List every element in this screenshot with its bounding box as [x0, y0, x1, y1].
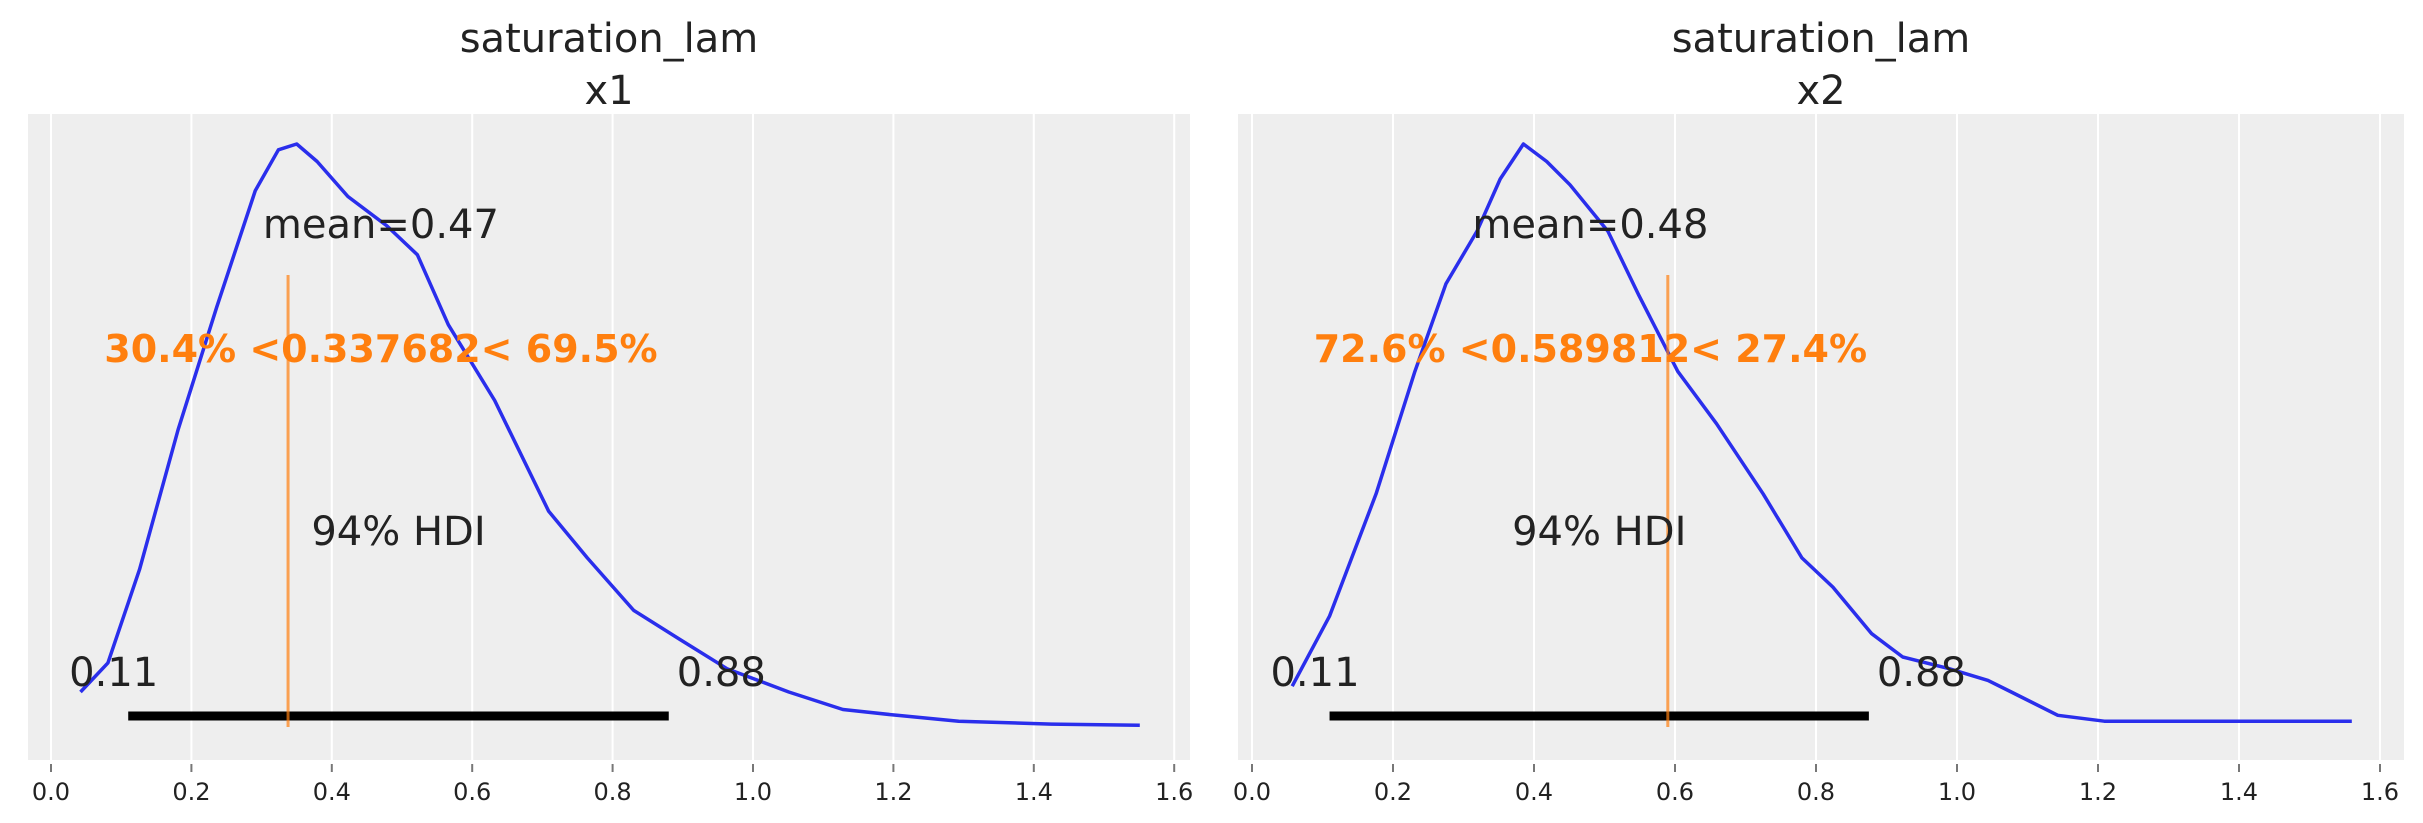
x-tick-label: 1.6 [2361, 778, 2399, 806]
x-tick-label: 0.4 [1515, 778, 1553, 806]
mean-label: mean=0.47 [263, 202, 499, 248]
x-tick-label: 0.6 [453, 778, 491, 806]
density-curve [1290, 142, 2352, 723]
hdi-label: 94% HDI [1512, 509, 1686, 555]
hdi-label: 94% HDI [311, 509, 485, 555]
mean-label: mean=0.48 [1472, 202, 1708, 248]
x-tick-label: 0.0 [32, 778, 70, 806]
x-tick-label: 0.6 [1656, 778, 1694, 806]
chart-title-line1: saturation_lam [1672, 16, 1971, 62]
x-tick-label: 1.2 [2079, 778, 2117, 806]
x-tick-label: 0.8 [594, 778, 632, 806]
x-tick-label: 1.0 [1938, 778, 1976, 806]
reference-label: 30.4% <0.337682< 69.5% [104, 327, 657, 371]
x-tick-label: 1.4 [2220, 778, 2258, 806]
x-tick-label: 0.4 [313, 778, 351, 806]
hdi-low-label: 0.11 [69, 650, 158, 696]
plot-area [1238, 114, 2404, 760]
panel-1: saturation_lam x1 0.0 0.2 0.4 0.6 0.8 1.0 1.2 1.4… [28, 16, 1193, 806]
x-tick-label: 0.2 [172, 778, 210, 806]
reference-label: 72.6% <0.589812< 27.4% [1314, 327, 1867, 371]
x-tick-label: 1.2 [874, 778, 912, 806]
x-tick-label: 0.2 [1374, 778, 1412, 806]
density-curve [79, 142, 1140, 728]
x-tick-label: 1.4 [1015, 778, 1053, 806]
hdi-low-label: 0.11 [1270, 650, 1359, 696]
x-tick-label: 1.0 [734, 778, 772, 806]
x-tick-label: 0.8 [1797, 778, 1835, 806]
plot-area [28, 114, 1190, 760]
hdi-high-label: 0.88 [677, 650, 766, 696]
chart-title-line2: x1 [584, 68, 633, 114]
chart-title-line1: saturation_lam [460, 16, 759, 62]
x-tick-label: 1.6 [1155, 778, 1193, 806]
x-tick-label: 0.0 [1233, 778, 1271, 806]
chart-title-line2: x2 [1796, 68, 1845, 114]
hdi-high-label: 0.88 [1877, 650, 1966, 696]
panel-2: saturation_lam x2 0.0 0.2 0.4 0.6 0.8 1.0 1.2 1.4… [1233, 16, 2404, 806]
